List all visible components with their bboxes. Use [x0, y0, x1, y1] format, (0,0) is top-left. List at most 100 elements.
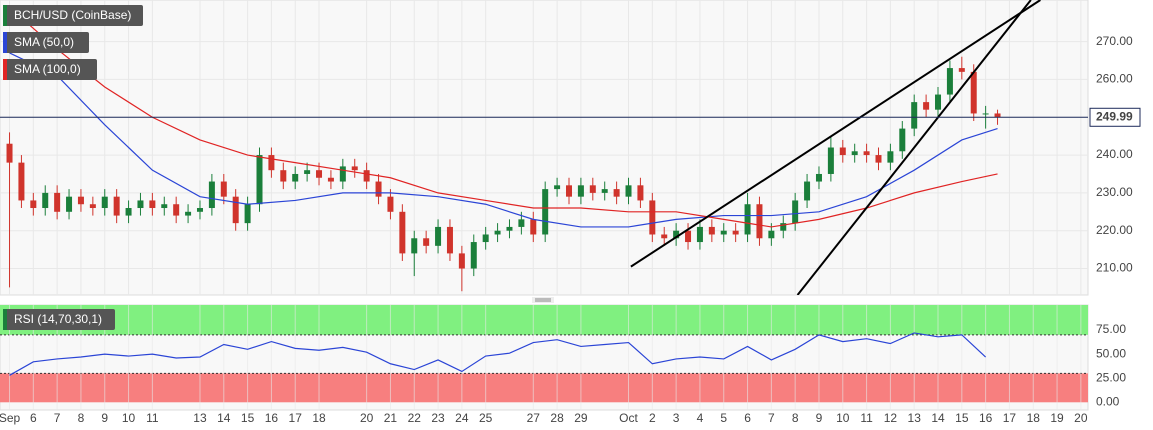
candle-body — [149, 200, 156, 209]
x-tick-label: 6 — [30, 411, 37, 425]
y-tick-label: 0.00 — [1096, 394, 1120, 408]
candle-body — [280, 170, 287, 182]
x-tick-label: 10 — [122, 411, 136, 425]
candle-body — [494, 230, 501, 235]
candle-body — [399, 211, 406, 254]
x-tick-label: 24 — [455, 411, 469, 425]
legend-entry: RSI (14,70,30,1) — [14, 312, 102, 326]
candle-body — [649, 200, 656, 235]
y-tick-label: 230.00 — [1096, 185, 1133, 199]
x-tick-label: 17 — [1003, 411, 1017, 425]
candle-body — [185, 211, 192, 216]
price-panel — [0, 0, 1089, 296]
legend-title: BCH/USD (CoinBase) — [14, 8, 131, 22]
candle-body — [292, 173, 299, 182]
x-tick-label: 16 — [979, 411, 993, 425]
candle-body — [601, 189, 608, 193]
candle-body — [77, 196, 84, 205]
candle-body — [256, 155, 263, 205]
x-tick-label: 10 — [836, 411, 850, 425]
candle-body — [732, 230, 739, 235]
candle-body — [42, 192, 49, 209]
x-tick-label: 13 — [193, 411, 207, 425]
candle-body — [565, 185, 572, 197]
candle-body — [220, 181, 227, 197]
y-tick-label: 210.00 — [1096, 261, 1133, 275]
candle-body — [625, 185, 632, 197]
x-tick-label: Oct — [619, 411, 638, 425]
y-tick-label: 260.00 — [1096, 72, 1133, 86]
x-tick-label: 11 — [146, 411, 159, 425]
candle-body — [720, 230, 727, 235]
candle-body — [458, 253, 465, 269]
candle-body — [982, 113, 989, 115]
x-tick-label: Sep — [0, 411, 21, 425]
x-tick-label: 25 — [479, 411, 493, 425]
x-tick-label: 15 — [241, 411, 255, 425]
x-tick-label: 15 — [955, 411, 969, 425]
x-tick-label: 7 — [768, 411, 775, 425]
x-tick-label: 9 — [816, 411, 823, 425]
candle-body — [923, 102, 930, 110]
candle-body — [506, 226, 513, 231]
candle-body — [30, 200, 37, 209]
overbought-band — [0, 305, 1088, 335]
candle-body — [994, 113, 1001, 118]
x-tick-label: 16 — [265, 411, 279, 425]
candle-body — [899, 128, 906, 152]
candle-body — [935, 94, 942, 110]
x-tick-label: 3 — [673, 411, 680, 425]
candle-body — [780, 223, 787, 231]
y-tick-label: 25.00 — [1096, 370, 1126, 384]
legend-box — [3, 59, 97, 80]
candle-body — [161, 204, 168, 209]
candle-body — [446, 226, 453, 254]
candle-body — [173, 204, 180, 216]
candle-body — [875, 155, 882, 163]
legend-entry: SMA (50,0) — [14, 35, 74, 49]
candle-body — [316, 170, 323, 178]
candle-body — [756, 204, 763, 239]
candle-body — [327, 177, 334, 182]
candle-body — [911, 102, 918, 129]
oversold-band — [0, 373, 1088, 403]
legend-swatch — [3, 309, 7, 330]
legend-swatch — [3, 59, 7, 80]
candle-body — [708, 226, 715, 235]
trendline — [796, 0, 1032, 295]
candle-body — [554, 185, 561, 190]
candle-body — [6, 143, 13, 163]
x-tick-label: 20 — [1074, 411, 1088, 425]
candle-body — [577, 185, 584, 197]
candle-body — [696, 226, 703, 243]
x-tick-label: 14 — [217, 411, 231, 425]
x-tick-label: 21 — [384, 411, 398, 425]
candle-body — [137, 200, 144, 209]
trendline — [630, 0, 1041, 268]
x-tick-label: 8 — [792, 411, 799, 425]
candle-body — [542, 189, 549, 235]
x-tick-label: 28 — [550, 411, 564, 425]
x-tick-label: 9 — [101, 411, 108, 425]
last-price-box — [1089, 107, 1141, 127]
candle-body — [946, 68, 953, 95]
candle-body — [637, 185, 644, 201]
y-tick-label: 220.00 — [1096, 223, 1133, 237]
candle-body — [113, 196, 120, 216]
candle-body — [101, 196, 108, 209]
x-tick-label: 11 — [860, 411, 873, 425]
panel-resize-handle[interactable] — [532, 297, 554, 303]
legend-swatch — [3, 32, 7, 53]
y-tick-label: 50.00 — [1096, 346, 1126, 360]
x-tick-label: 8 — [78, 411, 85, 425]
x-tick-label: 18 — [312, 411, 326, 425]
candle-body — [851, 151, 858, 156]
candle-body — [673, 230, 680, 239]
candle-body — [804, 181, 811, 201]
plot-layer: 210.00220.00230.00240.00250.00260.00270.… — [0, 0, 1141, 425]
candle-body — [89, 204, 96, 209]
candle-body — [387, 196, 394, 212]
y-tick-label: 75.00 — [1096, 322, 1126, 336]
x-tick-label: 29 — [574, 411, 588, 425]
x-tick-label: 18 — [1027, 411, 1041, 425]
